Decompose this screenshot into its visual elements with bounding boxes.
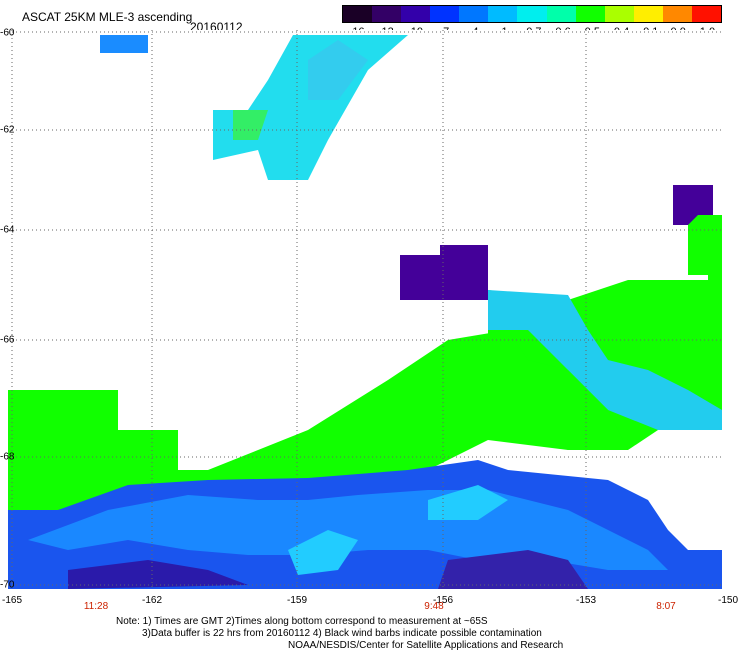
time-label-948: 9:48: [424, 601, 444, 612]
colorbar-segment: [546, 6, 576, 22]
x-label-153: -153: [575, 595, 597, 606]
wind-swath-bottom-dark: [68, 560, 248, 589]
y-label-64: -64: [0, 224, 15, 236]
colorbar-segment: [604, 6, 634, 22]
colorbar-segment: [459, 6, 489, 22]
map-title: ASCAT 25KM MLE-3 ascending: [22, 10, 193, 24]
note-line-2: 3)Data buffer is 22 hrs from 20160112 4)…: [142, 628, 542, 639]
y-label-70: -70: [0, 579, 15, 591]
x-label-162: -162: [141, 595, 163, 606]
colorbar: [342, 5, 722, 23]
time-label-1128: 11:28: [83, 601, 109, 612]
colorbar-segment: [575, 6, 605, 22]
wind-patch-purple: [440, 245, 488, 300]
x-label-156: -156: [432, 595, 454, 606]
colorbar-segment: [662, 6, 692, 22]
colorbar-segment: [488, 6, 518, 22]
wind-region-cyan: [488, 290, 722, 430]
colorbar-segment: [691, 6, 722, 22]
time-label-807: 8:07: [656, 601, 676, 612]
colorbar-segment: [517, 6, 547, 22]
note-line-3: NOAA/NESDIS/Center for Satellite Applica…: [288, 640, 564, 651]
colorbar-segment: [401, 6, 431, 22]
wind-band-green: [8, 330, 628, 510]
wind-swath-bottom-dark: [438, 550, 588, 589]
wind-swath-upper-green: [233, 110, 268, 140]
map-svg: [8, 30, 722, 589]
ascat-map[interactable]: [8, 30, 722, 589]
colorbar-segment: [343, 6, 373, 22]
x-label-165: -165: [1, 595, 23, 606]
colorbar-segment: [430, 6, 460, 22]
wind-swath-bottom-cyan: [288, 530, 358, 575]
wind-region-green: [688, 215, 722, 300]
wind-patch: [100, 35, 148, 53]
note-line-1: Note: 1) Times are GMT 2)Times along bot…: [116, 616, 488, 627]
y-label-68: -68: [0, 451, 15, 463]
y-label-62: -62: [0, 124, 15, 136]
x-label-150: -150: [717, 595, 739, 606]
y-label-60: -60: [0, 27, 15, 39]
colorbar-segment: [372, 6, 402, 22]
wind-swath-upper-cyan: [308, 40, 368, 100]
x-label-159: -159: [286, 595, 308, 606]
wind-patch-purple: [400, 255, 440, 300]
wind-swath-upper: [213, 35, 408, 180]
colorbar-segment: [633, 6, 663, 22]
wind-swath-bottom-light: [28, 490, 668, 570]
wind-swath-bottom-cyan: [428, 485, 508, 520]
y-label-66: -66: [0, 334, 15, 346]
